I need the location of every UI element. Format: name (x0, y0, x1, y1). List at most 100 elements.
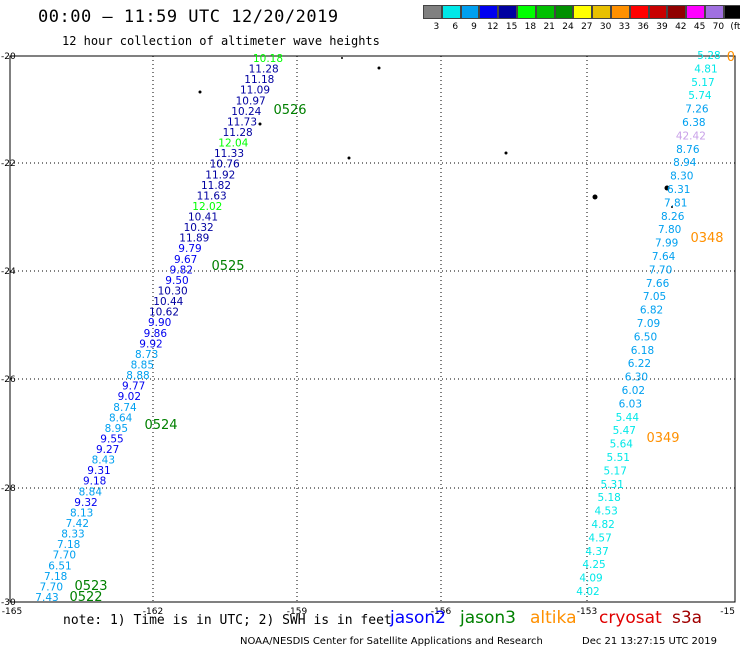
lon-tick-label: -156 (431, 607, 452, 617)
track-east: 5.284.815.175.747.266.3842.428.768.948.3… (576, 50, 720, 598)
colorbar-label: 39 (656, 22, 668, 32)
lat-tick-label: -26 (1, 375, 16, 385)
colorbar-label: 6 (452, 22, 459, 32)
island (671, 206, 673, 208)
wave-height-value: 10.62 (149, 307, 179, 319)
wave-height-value: 8.94 (673, 157, 697, 169)
wave-height-value: 11.28 (223, 127, 253, 139)
wave-height-value: 4.81 (694, 63, 717, 75)
wave-height-value: 9.92 (139, 338, 162, 350)
lat-tick-label: -30 (1, 598, 16, 608)
wave-height-value: 8.73 (135, 349, 158, 361)
wave-height-value: 5.17 (691, 77, 714, 89)
wave-height-value: 7.26 (685, 104, 709, 116)
legend-item-s3a: s3a (672, 608, 703, 628)
wave-height-value: 11.33 (214, 148, 244, 160)
wave-height-value: 8.95 (105, 423, 128, 435)
island (377, 66, 381, 70)
wave-height-value: 42.42 (676, 130, 706, 142)
colorbar-swatch (498, 5, 517, 19)
lat-tick-label: -24 (1, 267, 16, 277)
lon-tick-label: -159 (287, 607, 308, 617)
colorbar-swatch (517, 5, 536, 19)
colorbar-swatch (592, 5, 611, 19)
colorbar-label: 27 (581, 22, 593, 32)
wave-height-value: 10.76 (210, 159, 240, 171)
wave-height-value: 7.09 (637, 318, 660, 330)
wave-height-value: 9.27 (96, 444, 119, 456)
island (664, 185, 670, 191)
pass-number-label: 0524 (144, 418, 177, 433)
footer-timestamp: Dec 21 13:27:15 UTC 2019 (582, 636, 717, 647)
wave-height-value: 6.22 (628, 358, 651, 370)
colorbar-label: (ft) (730, 22, 740, 32)
wave-height-value: 5.64 (610, 439, 634, 451)
wave-height-value: 6.38 (682, 117, 705, 129)
wave-height-value: 7.66 (646, 278, 670, 290)
map-subtitle: 12 hour collection of altimeter wave hei… (62, 34, 380, 48)
colorbar-label: 3 (433, 22, 440, 32)
wave-height-value: 11.18 (244, 74, 274, 86)
wave-height-value: 9.86 (144, 328, 168, 340)
island (341, 57, 343, 59)
wave-height-value: 7.70 (649, 264, 672, 276)
colorbar-label: 9 (471, 22, 477, 32)
pass-number-label: 0349 (646, 431, 679, 446)
legend-item-cryosat: cryosat (599, 608, 662, 628)
wave-height-value: 10.18 (253, 53, 283, 65)
wave-height-value: 8.88 (126, 370, 149, 382)
island (258, 122, 262, 126)
wave-height-value: 4.37 (585, 546, 608, 558)
wave-height-value: 8.76 (676, 144, 700, 156)
lat-tick-label: -28 (1, 484, 16, 494)
wave-height-value: 8.30 (670, 171, 693, 183)
colorbar-label: 36 (637, 22, 649, 32)
colorbar-swatch (479, 5, 499, 19)
island (198, 90, 202, 94)
colorbar-swatch (705, 5, 724, 19)
wave-height-value: 4.25 (582, 559, 605, 571)
colorbar-swatch (423, 5, 442, 19)
wave-height-value: 6.50 (634, 331, 657, 343)
wave-height-value: 9.55 (100, 433, 123, 445)
wave-height-value: 5.31 (601, 479, 624, 491)
wave-height-value: 6.51 (48, 560, 71, 572)
colorbar-swatch (648, 5, 668, 19)
wave-height-value: 11.63 (197, 190, 227, 202)
wave-height-value: 4.53 (594, 506, 617, 518)
wave-height-value: 8.74 (113, 402, 137, 414)
wave-height-value: 10.44 (153, 296, 183, 308)
wave-height-value: 6.03 (619, 398, 642, 410)
footer-center-name: NOAA/NESDIS Center for Satellite Applica… (240, 636, 543, 647)
wave-height-value: 7.42 (66, 518, 89, 530)
wave-height-value: 7.99 (655, 238, 678, 250)
pass-number-label: 0348 (690, 231, 723, 246)
wave-height-value: 7.05 (643, 291, 666, 303)
colorbar-swatch (441, 5, 461, 19)
wave-height-value: 7.18 (57, 539, 80, 551)
wave-height-value: 5.44 (616, 412, 640, 424)
wave-height-value: 4.82 (591, 519, 614, 531)
wave-height-value: 11.89 (179, 233, 209, 245)
wave-height-value: 7.70 (53, 550, 76, 562)
wave-height-value: 12.04 (218, 138, 248, 150)
wave-height-value: 9.31 (87, 465, 110, 477)
footer-note: note: 1) Time is in UTC; 2) SWH is in fe… (63, 613, 392, 628)
wave-height-value: 8.85 (131, 359, 154, 371)
island (504, 151, 508, 155)
wave-height-value: 7.81 (664, 197, 687, 209)
wave-height-value: 8.26 (661, 211, 685, 223)
wave-height-value: 5.18 (597, 492, 620, 504)
colorbar-swatch (460, 5, 480, 19)
track-west: 10.1811.2811.1811.0910.9710.2411.7311.28… (35, 53, 283, 604)
wave-height-value: 7.18 (44, 571, 67, 583)
lon-tick-label: -162 (143, 607, 163, 617)
wave-height-value: 6.82 (640, 305, 663, 317)
wave-height-value: 11.92 (205, 169, 235, 181)
wave-height-value: 5.51 (607, 452, 630, 464)
colorbar-label: 12 (487, 22, 499, 32)
islands (198, 57, 673, 208)
colorbar-label: 30 (599, 22, 612, 32)
